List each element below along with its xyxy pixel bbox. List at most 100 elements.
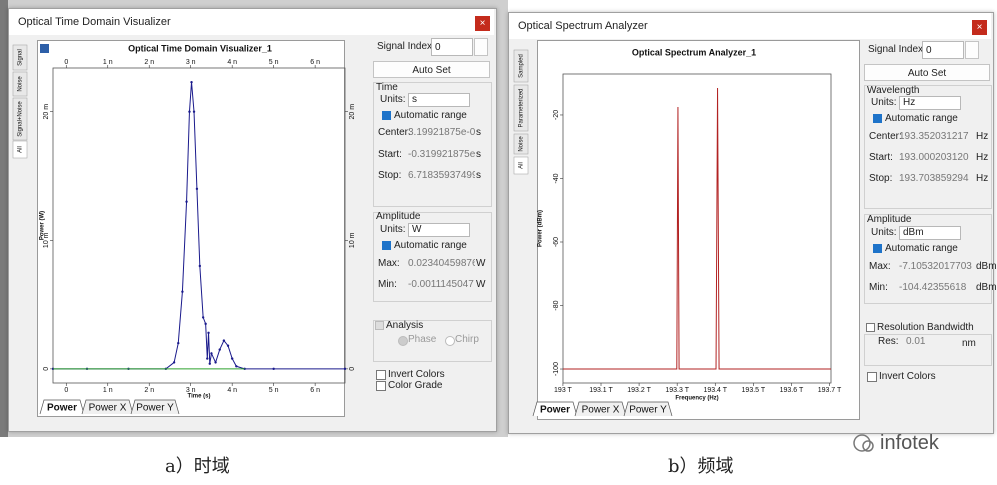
analysis-option: Phase <box>408 334 437 345</box>
side-tab[interactable] <box>12 97 28 141</box>
group-title: Amplitude <box>376 211 421 222</box>
side-tab[interactable] <box>513 49 529 83</box>
bottom-tab[interactable] <box>130 399 180 415</box>
series-marker <box>177 341 180 345</box>
spinner[interactable] <box>965 41 979 59</box>
y-tick-label: 20 m <box>43 104 50 120</box>
auto-range-checkbox[interactable] <box>873 244 882 253</box>
plot-area <box>52 67 346 384</box>
units-dropdown[interactable]: s <box>408 93 470 107</box>
checkbox[interactable] <box>376 370 386 380</box>
resolution-value: 0.01 <box>906 336 926 347</box>
units-dropdown[interactable]: W <box>408 223 470 237</box>
x-tick-label: 1 n <box>103 387 113 394</box>
series-marker <box>204 322 207 326</box>
resolution-checkbox[interactable] <box>866 323 875 332</box>
bottom-tab[interactable] <box>623 401 673 417</box>
auto-set-button[interactable]: Auto Set <box>864 64 990 81</box>
group-title: Amplitude <box>867 214 912 225</box>
side-tab[interactable] <box>12 44 28 71</box>
close-button[interactable]: × <box>972 20 987 35</box>
bottom-tab[interactable] <box>39 399 85 415</box>
auto-range-checkbox[interactable] <box>382 241 391 250</box>
side-tab[interactable] <box>513 84 529 132</box>
field-unit: dBm <box>976 282 997 293</box>
side-tab-label: Signal <box>18 49 24 66</box>
series-marker <box>226 344 230 347</box>
side-tab[interactable] <box>12 140 28 159</box>
bottom-tab-label: Power Y <box>136 403 174 414</box>
bottom-tab[interactable] <box>532 401 578 417</box>
units-label: Units: <box>871 97 897 108</box>
units-dropdown[interactable]: Hz <box>899 96 961 110</box>
side-tab-label: All <box>519 162 525 169</box>
x-axis-label: Time (s) <box>188 394 211 400</box>
field-label: Min: <box>869 282 888 293</box>
side-tab[interactable] <box>12 71 28 97</box>
spinner[interactable] <box>474 38 488 56</box>
auto-set-button[interactable]: Auto Set <box>373 61 490 78</box>
radio[interactable] <box>445 336 455 346</box>
analysis-checkbox[interactable] <box>375 321 384 330</box>
series-line <box>53 82 345 370</box>
side-tab[interactable] <box>513 156 529 175</box>
background-strip <box>0 0 8 437</box>
series-marker <box>201 316 205 319</box>
field-value: 193.000203120 <box>899 152 969 163</box>
auto-range-checkbox[interactable] <box>873 114 882 123</box>
signal-index-input[interactable]: 0 <box>922 41 964 59</box>
auto-range-checkbox[interactable] <box>382 111 391 120</box>
series-marker <box>208 362 211 365</box>
field-label: Start: <box>869 152 893 163</box>
signal-index-input[interactable]: 0 <box>431 38 473 56</box>
field-value: 3.19921875e-0 <box>408 127 475 138</box>
side-tab-label: Parameterized <box>519 88 525 127</box>
series-marker <box>192 110 196 113</box>
series-marker <box>272 367 275 371</box>
y-tick-label: 10 m <box>43 232 50 248</box>
x-tick-label: 193.1 T <box>589 387 613 394</box>
title-bar <box>9 9 494 35</box>
units-dropdown[interactable]: dBm <box>899 226 961 240</box>
y-tick-label: -60 <box>553 237 560 247</box>
signal-index-label: Signal Index: <box>377 41 435 52</box>
field-value: 6.71835937499 <box>408 170 475 181</box>
side-tab[interactable] <box>513 133 529 155</box>
x-tick-label: 193.2 T <box>627 387 651 394</box>
series-marker <box>206 357 209 360</box>
x-tick-label: 6 n <box>310 387 320 394</box>
bottom-tab[interactable] <box>574 401 627 417</box>
group-box <box>373 82 492 207</box>
field-label: Min: <box>378 279 397 290</box>
field-value: -104.42355618 <box>899 282 967 293</box>
bottom-tab[interactable] <box>81 399 134 415</box>
series-marker <box>243 367 246 371</box>
checkbox[interactable] <box>376 381 386 391</box>
close-button[interactable]: × <box>475 16 490 31</box>
watermark: infotek <box>880 432 939 454</box>
field-label: Center: <box>869 131 902 142</box>
x-tick-label: 193.6 T <box>780 387 804 394</box>
x-tick-label: 2 n <box>144 387 154 394</box>
analysis-title: Analysis <box>386 320 424 331</box>
bottom-tab-label: Power Y <box>629 405 667 416</box>
series-marker <box>195 187 199 191</box>
series-marker <box>188 110 191 113</box>
resolution-label: Res: <box>878 336 899 347</box>
x-tick-label-top: 5 n <box>269 59 279 66</box>
series-marker <box>198 264 202 268</box>
bottom-tab-label: Power <box>540 405 570 416</box>
x-tick-label: 193 T <box>554 387 572 394</box>
field-unit: dBm <box>976 261 997 272</box>
x-tick-label: 193.4 T <box>703 387 727 394</box>
field-value: -0.319921875e <box>408 149 475 160</box>
field-label: Stop: <box>378 170 402 181</box>
analysis-box <box>373 320 492 362</box>
x-tick-label-top: 4 n <box>227 59 237 66</box>
checkbox[interactable] <box>867 372 877 382</box>
resolution-box <box>864 334 992 366</box>
group-title: Time <box>376 82 398 93</box>
radio[interactable] <box>398 336 408 346</box>
units-label: Units: <box>380 94 406 105</box>
field-label: Max: <box>869 261 891 272</box>
